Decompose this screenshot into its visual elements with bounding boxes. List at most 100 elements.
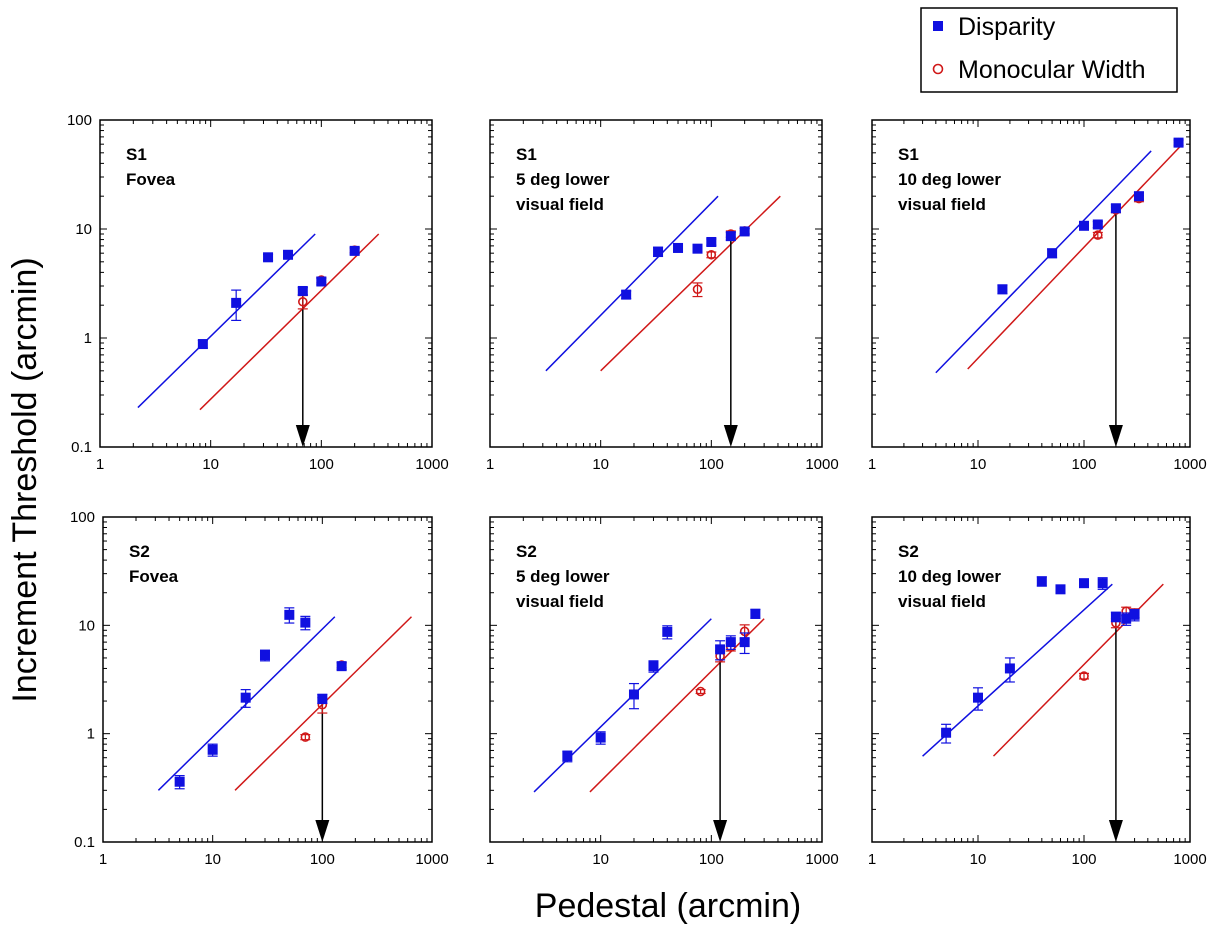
disparity-point [240,692,251,703]
panel-subject-label: S2 [129,542,150,561]
disparity-point [1121,613,1132,624]
legend-marker-disparity [933,21,943,31]
disparity-point [1079,578,1089,589]
disparity-point [628,689,639,700]
disparity-point [725,637,736,648]
x-tick-label: 1 [486,456,494,473]
x-tick-label: 10 [970,456,987,473]
legend-label-monocular-width: Monocular Width [958,56,1146,84]
panel-location-label: Fovea [129,567,179,586]
disparity-point [231,297,242,308]
disparity-fit-line [137,233,316,409]
monocular-fit-line [589,618,765,793]
monocular-fit-line [600,195,781,372]
plot-frame [871,516,1191,843]
legend-box [920,7,1178,93]
plot-frame [871,119,1191,448]
panel-location-label: 10 deg lower [898,567,1001,586]
x-tick-label: 100 [699,851,724,868]
disparity-fit-line [157,616,336,791]
panel-3: 1 10 100 1000 S1 10 deg lower visual field [868,119,1207,473]
panel-location-label: Fovea [126,170,176,189]
monocular-width-point [297,296,308,307]
disparity-point [706,236,717,247]
threshold-arrowhead [1108,425,1123,447]
monocular-width-point [706,249,717,260]
x-tick-label: 100 [309,456,334,473]
monocular-width-point [300,732,311,742]
x-tick-label: 1 [486,851,494,868]
disparity-point [673,242,684,253]
disparity-point [562,751,573,762]
y-tick-label: 1 [84,330,92,347]
disparity-point [263,252,274,263]
monocular-width-point [695,686,706,697]
y-tick-label: 1 [87,726,95,743]
panel-location-label: 5 deg lower [516,170,610,189]
x-tick-label: 1000 [805,851,838,868]
disparity-point [300,617,311,628]
x-tick-label: 10 [204,851,221,868]
disparity-point [336,661,347,672]
panel-location-label: visual field [898,195,986,214]
threshold-arrowhead [1108,820,1123,842]
panel-location-label: visual field [516,195,604,214]
monocular-width-point [1079,671,1089,681]
x-tick-label: 1 [868,851,876,868]
x-tick-label: 10 [202,456,219,473]
x-tick-label: 100 [1071,851,1096,868]
plot-frame [489,119,823,448]
disparity-point [349,245,360,256]
plot-frame [102,516,433,843]
disparity-point [595,732,606,743]
x-tick-label: 1000 [415,456,448,473]
disparity-point [283,249,294,260]
disparity-fit-line [545,195,719,372]
x-tick-label: 1000 [415,851,448,868]
disparity-point [725,231,736,242]
monocular-fit-line [199,233,380,411]
threshold-arrowhead [295,425,310,447]
x-tick-label: 100 [699,456,724,473]
panels-container: 1 10 100 1000 0.1 1 10 100 S1 Fovea 1 10 100 1000 S1 5 … [67,112,1207,868]
disparity-point [662,626,673,637]
panel-location-label: 10 deg lower [898,170,1001,189]
y-tick-label: 10 [75,221,92,238]
disparity-point [1036,576,1047,587]
x-tick-label: 1000 [1173,851,1206,868]
disparity-point [692,243,703,254]
x-axis-title: Pedestal (arcmin) [535,887,801,925]
legend: Disparity Monocular Width [920,7,1178,93]
disparity-point [653,246,664,257]
plot-frame [489,516,823,843]
disparity-point [1133,191,1144,202]
x-tick-label: 10 [970,851,987,868]
x-tick-label: 1 [868,456,876,473]
panel-location-label: visual field [516,592,604,611]
plot-frame [99,119,433,448]
y-tick-label: 10 [78,617,95,634]
disparity-fit-line [935,150,1152,374]
x-tick-label: 100 [1071,456,1096,473]
threshold-arrowhead [713,820,728,842]
y-tick-label: 100 [70,509,95,526]
disparity-point [739,226,750,237]
disparity-point [648,661,659,672]
panel-5: 1 10 100 1000 S2 5 deg lower visual field [486,516,839,868]
disparity-point [973,692,983,703]
disparity-point [1110,611,1121,622]
panel-subject-label: S1 [898,145,919,164]
panel-subject-label: S1 [126,145,147,164]
x-tick-label: 1 [96,456,104,473]
panel-location-label: visual field [898,592,986,611]
x-tick-label: 10 [592,851,609,868]
disparity-point [1055,584,1066,595]
disparity-point [1110,203,1121,214]
disparity-point [1129,609,1140,620]
disparity-point [621,289,632,300]
disparity-point [284,609,295,620]
legend-marker-monocular [932,63,944,75]
y-tick-label: 0.1 [74,834,95,851]
